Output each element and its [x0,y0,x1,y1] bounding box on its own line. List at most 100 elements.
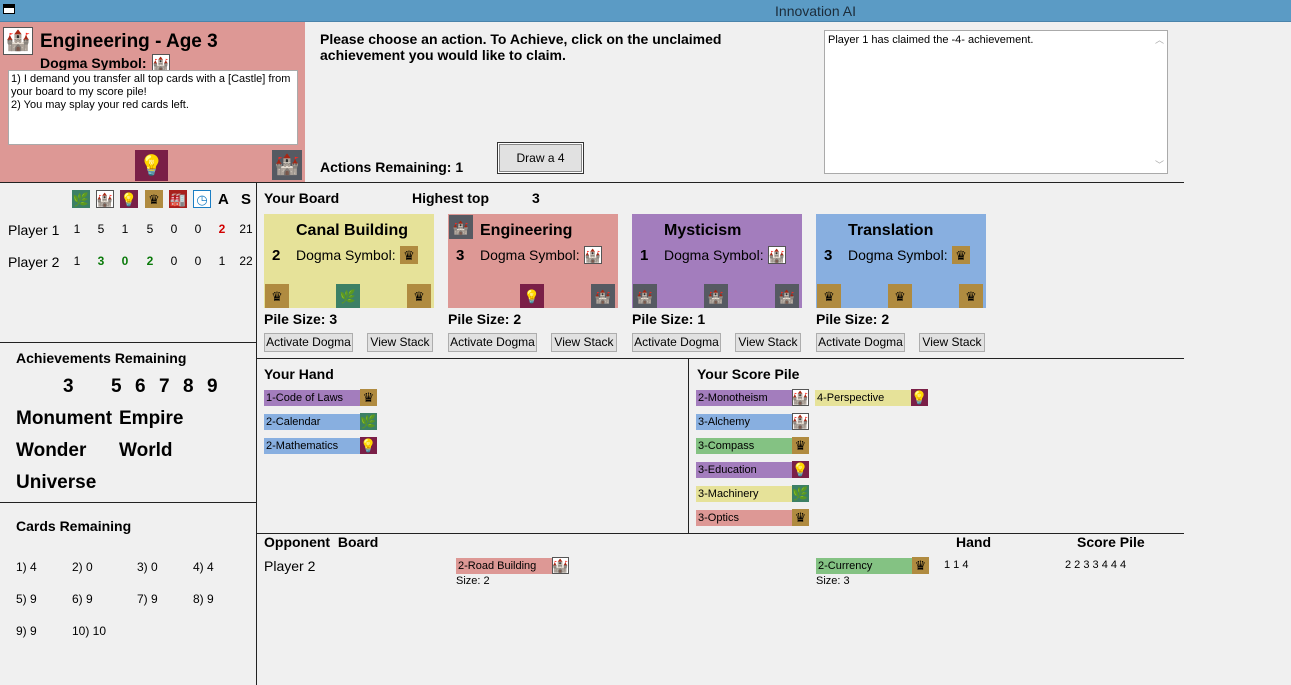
board-card-yellow[interactable]: Canal Building 2 Dogma Symbol: ♛ ♛ 🌿 ♛ [264,214,434,308]
stat-achievements: 1 [218,254,226,268]
achievement-world[interactable]: World [119,440,173,461]
stat-crown: 2 [146,254,154,268]
view-stack-button[interactable]: View Stack [735,333,801,352]
score-card: 3-Machinery [696,486,792,502]
score-card: 3-Optics [696,510,792,526]
app-icon[interactable] [3,4,15,14]
bulb-icon: 💡 [792,461,809,478]
board-card-blue[interactable]: Translation 3 Dogma Symbol: ♛ ♛ ♛ ♛ [816,214,986,308]
crown-icon: ♛ [792,509,809,526]
actions-remaining: Actions Remaining: 1 [320,159,464,175]
chevron-down-icon[interactable]: ﹀ [1155,160,1165,170]
hand-card[interactable]: 2-Calendar [264,414,360,430]
draw-button[interactable]: Draw a 4 [497,142,584,174]
activate-dogma-button[interactable]: Activate Dogma [264,333,353,352]
achievement-7[interactable]: 7 [159,376,170,397]
log-scrollbar[interactable]: ︿ ﹀ [1153,31,1167,173]
stat-clock: 0 [194,254,202,268]
cards-remaining-item: 2) 0 [72,560,93,574]
stat-castle: 5 [97,222,105,236]
activate-dogma-button[interactable]: Activate Dogma [448,333,537,352]
castle-icon: 🏰 [3,27,33,55]
opponent-board-heading: Opponent Board [264,534,379,550]
player-name: Player 2 [8,254,60,270]
game-log[interactable]: Player 1 has claimed the -4- achievement… [824,30,1168,174]
highest-top-label: Highest top [412,190,489,206]
cards-remaining-item: 8) 9 [193,592,214,606]
castle-icon: 🏰 [272,150,302,180]
view-stack-button[interactable]: View Stack [551,333,617,352]
bulb-icon: 💡 [520,284,544,308]
hand-card[interactable]: 1-Code of Laws [264,390,360,406]
card-age: 2 [272,247,281,264]
view-stack-button[interactable]: View Stack [919,333,985,352]
stat-bulb: 1 [121,222,129,236]
opponent-card: 2-Currency [816,558,912,574]
achievement-wonder[interactable]: Wonder [16,440,87,461]
card-name: Translation [848,222,934,239]
stat-score: 22 [239,254,253,268]
view-stack-button[interactable]: View Stack [367,333,433,352]
divider [256,182,257,685]
log-text: Player 1 has claimed the -4- achievement… [828,34,1034,46]
castle-icon: 🏰 [792,413,809,430]
cards-remaining-item: 5) 9 [16,592,37,606]
prompt-line-2: achievement you would like to claim. [320,47,566,63]
chevron-up-icon[interactable]: ︿ [1155,35,1165,45]
opponent-score-values: 2 2 3 3 4 4 4 [1065,559,1127,571]
castle-icon: 🏰 [584,246,602,264]
board-card-red[interactable]: 🏰 Engineering 3 Dogma Symbol: 🏰 💡 🏰 [448,214,618,308]
crown-icon: ♛ [888,284,912,308]
activate-dogma-button[interactable]: Activate Dogma [632,333,721,352]
crown-icon: ♛ [792,437,809,454]
dogma-effect-2: 2) You may splay your red cards left. [11,99,189,111]
castle-icon: 🏰 [775,284,799,308]
opponent-pile-size: Size: 2 [456,575,490,587]
score-card: 3-Education [696,462,792,478]
current-card-title: Engineering - Age 3 [40,31,218,52]
cards-remaining-item: 4) 4 [193,560,214,574]
crown-icon: ♛ [145,190,163,208]
castle-icon: 🏰 [792,389,809,406]
achievement-6[interactable]: 6 [135,376,146,397]
board-card-purple[interactable]: Mysticism 1 Dogma Symbol: 🏰 🏰 🏰 🏰 [632,214,802,308]
card-age: 3 [824,247,833,264]
achievement-empire[interactable]: Empire [119,408,184,429]
activate-dogma-button[interactable]: Activate Dogma [816,333,905,352]
divider [0,342,257,343]
bulb-icon: 💡 [911,389,928,406]
castle-icon: 🏰 [96,190,114,208]
prompt-line-1: Please choose an action. To Achieve, cli… [320,31,722,47]
castle-icon: 🏰 [633,284,657,308]
achievement-universe[interactable]: Universe [16,472,97,493]
achievement-8[interactable]: 8 [183,376,194,397]
divider [256,533,1184,534]
crown-icon: ♛ [265,284,289,308]
achievement-3[interactable]: 3 [63,376,74,397]
stat-factory: 0 [170,222,178,236]
achievements-column-header: A [218,191,229,208]
dogma-symbol-label: Dogma Symbol: [664,247,764,263]
cards-remaining-heading: Cards Remaining [16,518,132,534]
score-card: 3-Alchemy [696,414,792,430]
player-name: Player 1 [8,222,60,238]
stat-score: 21 [239,222,253,236]
cards-remaining-item: 9) 9 [16,624,37,638]
dogma-symbol-label: Dogma Symbol: [296,247,396,263]
your-board-heading: Your Board [264,190,340,206]
stat-clock: 0 [194,222,202,236]
opponent-hand-values: 1 1 4 [944,559,969,571]
leaf-icon: 🌿 [336,284,360,308]
achievement-5[interactable]: 5 [111,376,122,397]
stat-bulb: 0 [121,254,129,268]
achievement-monument[interactable]: Monument [16,408,113,429]
title-bar: Innovation AI [0,0,1291,22]
leaf-icon: 🌿 [792,485,809,502]
dogma-effect-1: 1) I demand you transfer all top cards w… [11,73,291,98]
achievement-9[interactable]: 9 [207,376,218,397]
bulb-icon: 💡 [135,150,168,181]
hand-card[interactable]: 2-Mathematics [264,438,360,454]
leaf-icon: 🌿 [360,413,377,430]
crown-icon: ♛ [952,246,970,264]
window-title: Innovation AI [775,3,856,19]
